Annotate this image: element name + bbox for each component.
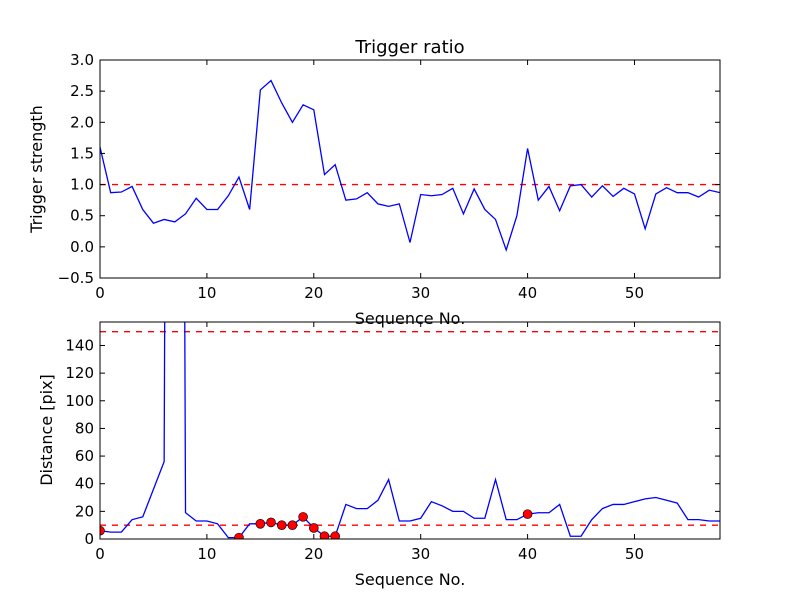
data-point-marker: [522, 509, 533, 519]
y-tick-label: 80: [75, 419, 94, 437]
bottom-xlabel: Sequence No.: [355, 570, 466, 589]
y-tick-label: 0.5: [70, 207, 94, 225]
data-point-marker: [308, 523, 319, 533]
x-tick-label: 20: [304, 284, 323, 302]
bottom-axes: 0 10 20 30 40 50 0 20 40 60 80 100 120 140: [65, 321, 721, 563]
data-point-marker: [287, 520, 298, 530]
y-tick-label: 1.0: [70, 176, 94, 194]
axes-frame: [99, 321, 721, 540]
y-tick-label: 60: [75, 447, 94, 465]
y-tick-label: 0: [84, 530, 94, 548]
x-tick-label: 10: [197, 284, 216, 302]
x-tick-label: 10: [197, 545, 216, 563]
data-point-marker: [319, 531, 330, 539]
data-point-marker: [255, 518, 266, 529]
y-tick-label: 3.0: [70, 51, 94, 69]
x-tick-label: 50: [625, 284, 644, 302]
y-tick-label: 0.0: [70, 238, 94, 256]
y-tick-label: 2.0: [70, 113, 94, 131]
data-point-marker: [276, 520, 287, 530]
chart-title: Trigger ratio: [354, 37, 464, 58]
y-tick-label: 120: [65, 364, 94, 382]
x-tick-label: 20: [304, 545, 323, 563]
top-axes: 0 10 20 30 40 50 −0.5 0.0 0.5 1.0 1.5 2.0 2.5 3.0: [58, 51, 721, 302]
top-ylabel: Trigger strength: [27, 105, 46, 234]
data-point-marker: [100, 525, 105, 536]
x-tick-label: 40: [518, 284, 537, 302]
data-point-marker: [298, 512, 308, 522]
axes-frame: [99, 59, 721, 279]
series-line: [100, 322, 720, 539]
bottom-ylabel: Distance [pix]: [37, 374, 56, 486]
x-tick-label: 30: [411, 284, 430, 302]
top-xlabel: Sequence No.: [355, 309, 466, 328]
y-tick-label: 2.5: [70, 82, 94, 100]
y-tick-label: 100: [65, 392, 94, 410]
data-point-marker: [234, 532, 244, 539]
plot-area: [100, 322, 720, 539]
data-point-marker: [330, 531, 340, 539]
y-tick-label: 1.5: [70, 144, 94, 162]
x-tick-label: 40: [518, 545, 537, 563]
x-tick-label: 50: [625, 545, 644, 563]
y-tick-label: 20: [75, 502, 94, 520]
data-point-marker: [266, 517, 276, 528]
y-tick-label: 140: [65, 336, 94, 354]
x-tick-label: 0: [95, 284, 105, 302]
plot-area: [100, 79, 720, 253]
y-tick-label: 40: [75, 475, 94, 493]
series-line: [100, 79, 720, 253]
x-tick-label: 30: [411, 545, 430, 563]
x-tick-label: 0: [95, 545, 105, 563]
y-tick-label: −0.5: [58, 269, 94, 287]
